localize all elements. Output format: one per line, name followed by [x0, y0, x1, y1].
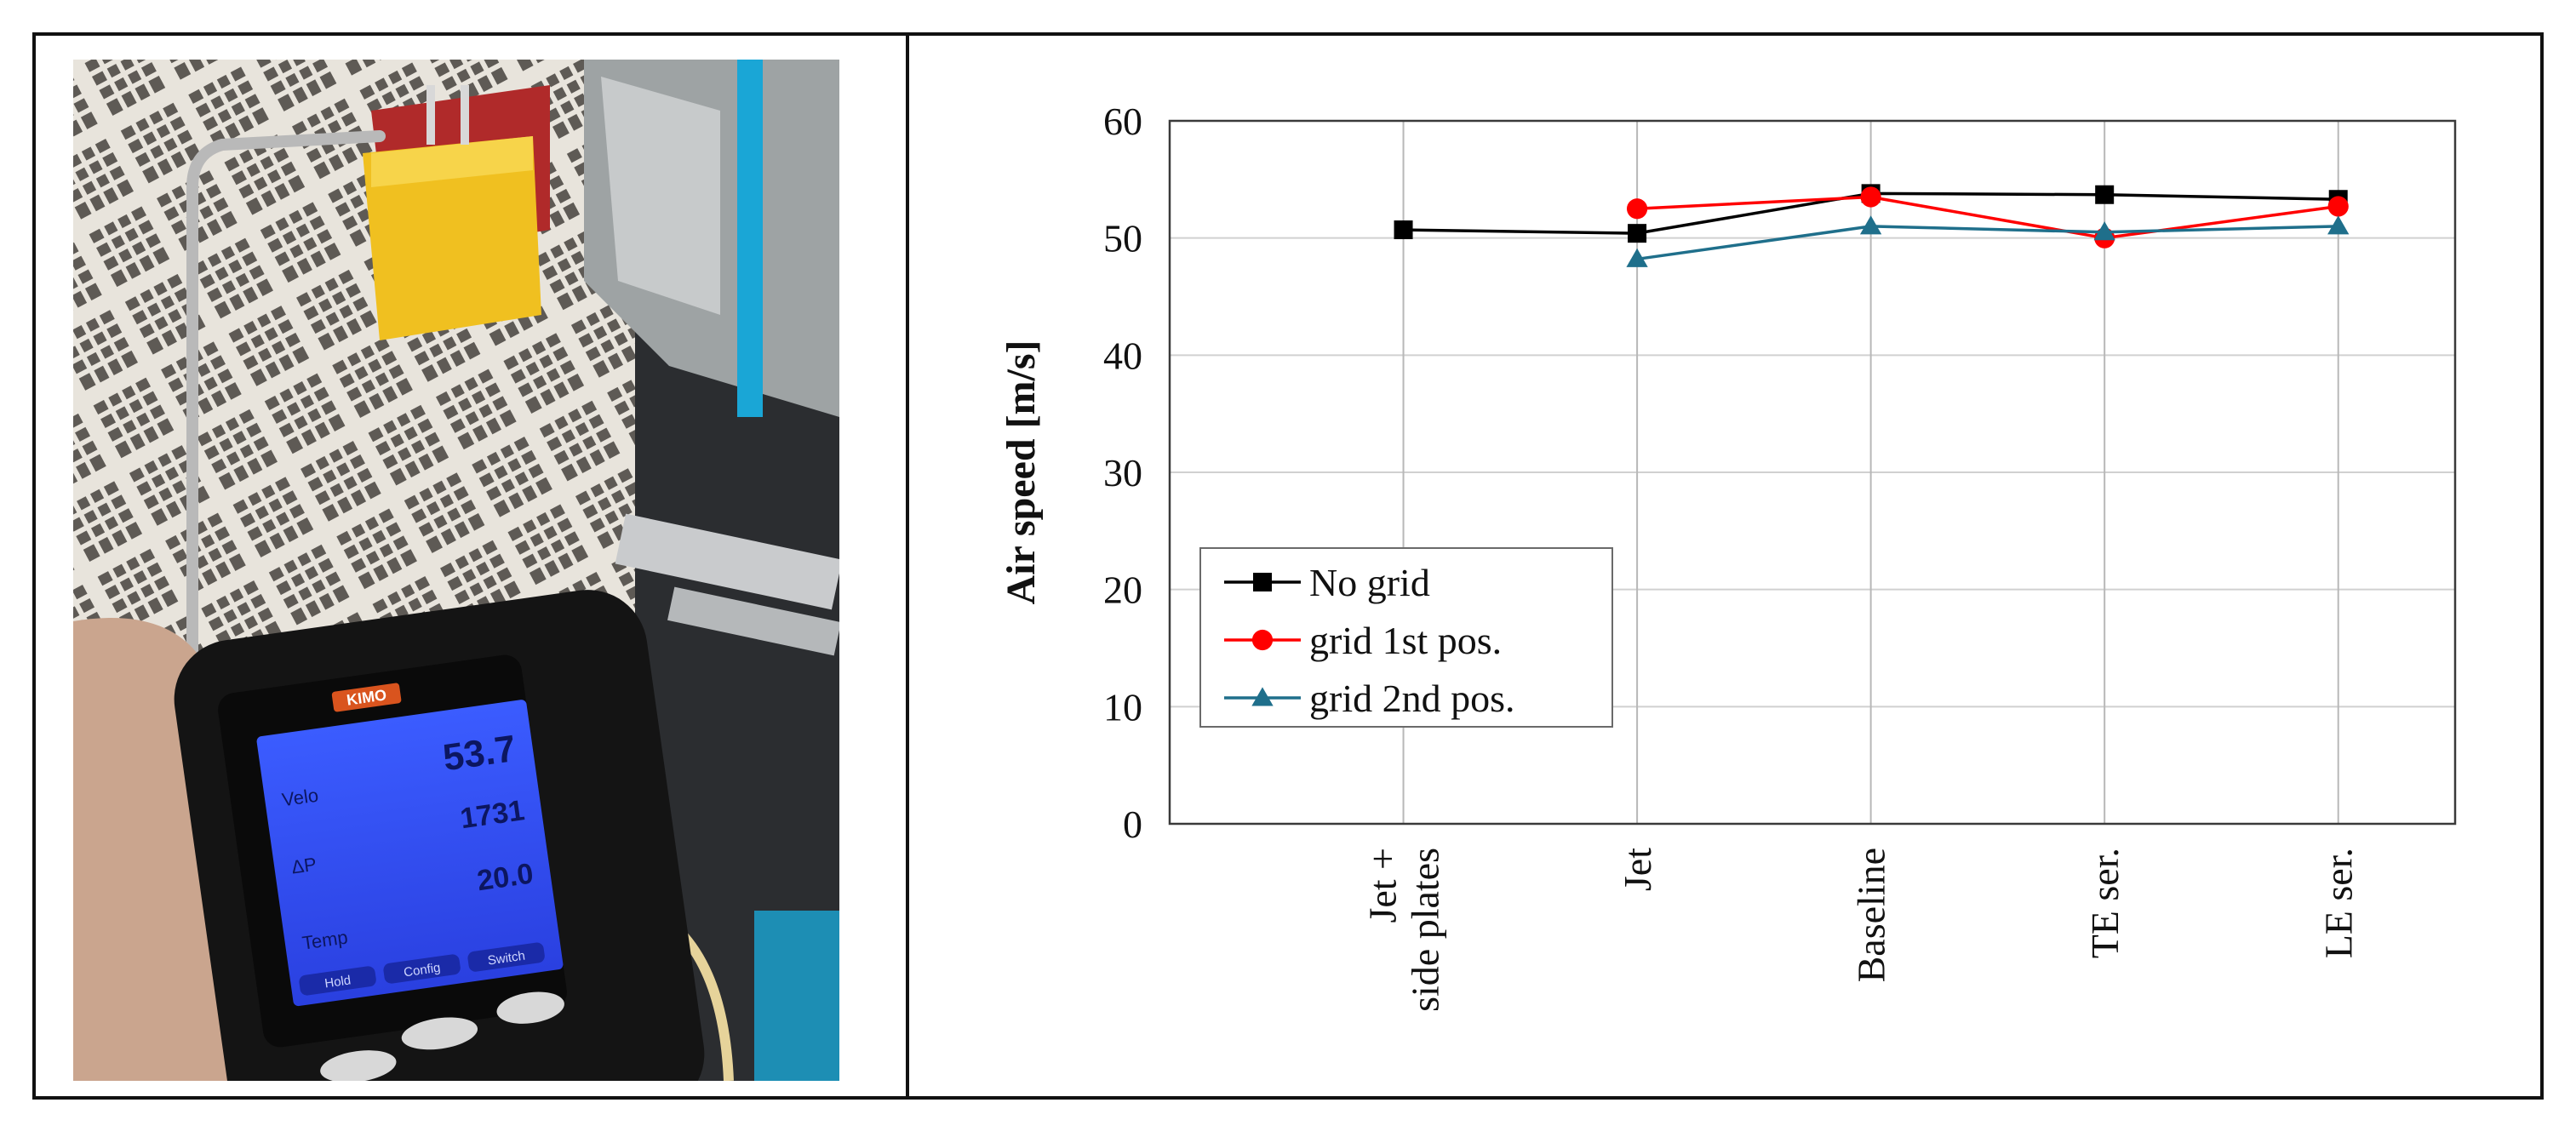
x-tick-label: Jet — [1616, 848, 1659, 891]
x-tick-label-line: Baseline — [1850, 848, 1893, 982]
legend-entry: grid 2nd pos. — [1224, 677, 1515, 720]
y-tick-label: 10 — [1103, 685, 1142, 728]
y-tick-label: 60 — [1103, 100, 1142, 143]
legend: No grid grid 1st pos. grid 2nd pos. — [1199, 547, 1613, 728]
x-tick-label: Baseline — [1850, 848, 1893, 982]
plot-frame — [1168, 119, 2457, 826]
panel-divider — [906, 32, 909, 1100]
data-point — [1251, 629, 1274, 651]
figure-frame — [32, 32, 2544, 1100]
meter-value-velo: 53.7 — [440, 728, 518, 779]
x-tick-label-line: Jet + — [1361, 848, 1405, 923]
meter-label-velo: Velo — [281, 785, 320, 811]
series-line — [1637, 195, 2338, 240]
x-tick-label: TE ser. — [2083, 848, 2127, 958]
x-tick-label: LE ser. — [2317, 848, 2361, 958]
data-point — [2095, 185, 2115, 204]
y-axis-label: Air speed [m/s] — [999, 340, 1044, 604]
air-speed-chart: 0 10 20 30 40 50 60 Air speed [m/s] Jet + side pl… — [999, 100, 2457, 1012]
meter-value-temp: 20.0 — [475, 857, 535, 897]
meter-label-dp: ΔP — [290, 854, 318, 878]
chart-panel: 0 10 20 30 40 50 60 Air speed [m/s] Jet + side pl… — [911, 36, 2542, 1096]
data-point — [1628, 224, 1647, 243]
y-tick-label: 20 — [1103, 568, 1142, 612]
data-point — [1626, 198, 1648, 220]
data-point — [2327, 196, 2349, 217]
y-tick-label: 0 — [1123, 803, 1142, 846]
legend-label: grid 1st pos. — [1309, 619, 1502, 662]
data-point — [1253, 573, 1272, 591]
x-tick-label: Jet + side plates — [1361, 848, 1447, 1012]
y-tick-label: 40 — [1103, 334, 1142, 377]
x-tick-label-line: LE ser. — [2317, 848, 2361, 958]
data-point — [2093, 221, 2115, 241]
meter-softkey-3: Switch — [487, 949, 526, 968]
photo-illustration: KIMO Velo 53.7 ΔP 1731 Temp 20.0 Hold Co… — [73, 60, 839, 1081]
photo-anemometer-measurement: KIMO Velo 53.7 ΔP 1731 Temp 20.0 Hold Co… — [73, 60, 839, 1081]
data-point — [1251, 687, 1274, 706]
data-point — [1859, 215, 1882, 235]
x-axis: Jet + side plates Jet Baseline TE ser. LE ser… — [1361, 848, 2361, 1012]
meter-softkey-1: Hold — [323, 973, 352, 991]
x-tick-label-line: side plates — [1404, 848, 1447, 1012]
y-axis: 0 10 20 30 40 50 60 — [1103, 100, 1142, 846]
series-3 — [1626, 215, 2350, 267]
meter-softkey-2: Config — [403, 961, 441, 980]
legend-entry: grid 1st pos. — [1224, 619, 1502, 662]
y-tick-label: 50 — [1103, 217, 1142, 260]
data-point — [1626, 248, 1648, 267]
legend-entry: No grid — [1224, 561, 1430, 604]
legend-label: No grid — [1309, 561, 1430, 604]
series-line — [1636, 225, 2338, 261]
y-tick-label: 30 — [1103, 451, 1142, 494]
legend-label: grid 2nd pos. — [1309, 677, 1515, 720]
x-tick-label-line: Jet — [1616, 848, 1659, 891]
x-tick-label-line: TE ser. — [2083, 848, 2127, 958]
data-point — [2327, 215, 2350, 235]
data-point — [1394, 220, 1413, 240]
data-point — [1860, 186, 1881, 208]
